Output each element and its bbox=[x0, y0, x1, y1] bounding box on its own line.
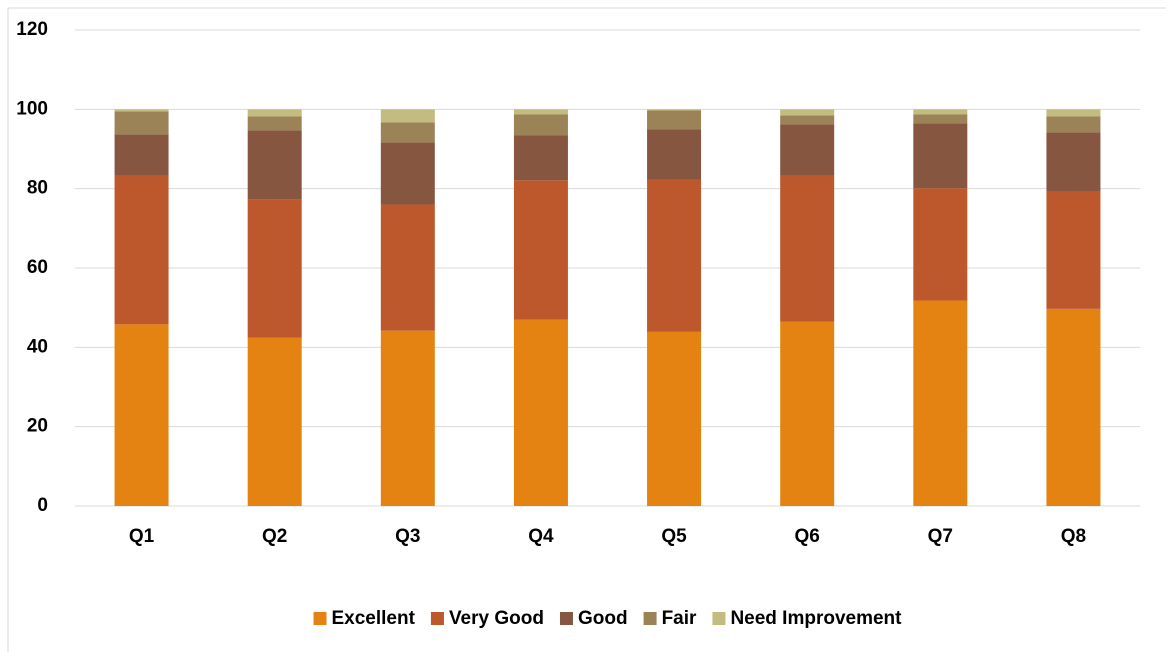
bar-segment bbox=[380, 109, 435, 123]
x-tick-label: Q3 bbox=[395, 526, 420, 547]
bar-segment bbox=[114, 324, 169, 506]
y-tick-label: 40 bbox=[27, 336, 48, 357]
bar-segment bbox=[780, 321, 835, 506]
y-tick-label: 20 bbox=[27, 416, 48, 437]
legend-swatch bbox=[712, 612, 726, 625]
bar-segment bbox=[380, 142, 435, 205]
bar-segment bbox=[913, 123, 968, 189]
legend-label: Fair bbox=[662, 608, 697, 629]
bar-segment bbox=[913, 114, 968, 124]
bar-segment bbox=[780, 109, 835, 116]
y-tick-label: 120 bbox=[16, 19, 48, 40]
bar-segment bbox=[513, 135, 568, 181]
y-tick-label: 80 bbox=[27, 178, 48, 199]
bar-segment bbox=[247, 116, 302, 131]
bar-segment bbox=[1046, 109, 1101, 117]
legend-swatch bbox=[643, 612, 657, 625]
bar-segment bbox=[913, 109, 968, 115]
bar-segment bbox=[247, 130, 302, 200]
bar-segment bbox=[780, 115, 835, 125]
x-tick-label: Q4 bbox=[528, 526, 554, 547]
bar-segment bbox=[647, 331, 702, 506]
x-tick-label: Q7 bbox=[928, 526, 953, 547]
bar-segment bbox=[780, 124, 835, 176]
x-tick-label: Q8 bbox=[1061, 526, 1086, 547]
bar-segment bbox=[380, 204, 435, 331]
legend-swatch bbox=[559, 612, 573, 625]
bar-segment bbox=[114, 134, 169, 176]
bar-segment bbox=[247, 337, 302, 506]
x-tick-label: Q2 bbox=[262, 526, 287, 547]
x-tick-label: Q6 bbox=[795, 526, 820, 547]
legend-label: Very Good bbox=[449, 608, 544, 629]
bar-segment bbox=[247, 199, 302, 338]
bar-segment bbox=[114, 175, 169, 325]
legend-label: Need Improvement bbox=[730, 608, 902, 629]
legend-swatch bbox=[430, 612, 444, 625]
bar-segment bbox=[647, 179, 702, 332]
bar-segment bbox=[513, 180, 568, 320]
bar-segment bbox=[380, 330, 435, 506]
bar-segment bbox=[513, 114, 568, 136]
x-tick-label: Q5 bbox=[661, 526, 687, 547]
legend-label: Excellent bbox=[332, 608, 416, 629]
bar-segment bbox=[114, 111, 169, 135]
bar-segment bbox=[114, 109, 169, 112]
x-tick-label: Q1 bbox=[129, 526, 155, 547]
y-tick-label: 0 bbox=[37, 495, 48, 516]
bar-segment bbox=[1046, 116, 1101, 133]
y-tick-label: 100 bbox=[16, 98, 48, 119]
bar-segment bbox=[247, 109, 302, 117]
bar-segment bbox=[1046, 308, 1101, 506]
bar-segment bbox=[647, 129, 702, 180]
bar-segment bbox=[780, 175, 835, 322]
bar-segment bbox=[647, 109, 702, 111]
bar-segment bbox=[1046, 191, 1101, 309]
bar-segment bbox=[913, 300, 968, 506]
bar-segment bbox=[913, 188, 968, 301]
bar-segment bbox=[647, 110, 702, 130]
y-tick-label: 60 bbox=[27, 257, 48, 278]
bar-segment bbox=[380, 122, 435, 143]
bar-segment bbox=[1046, 132, 1101, 192]
bar-segment bbox=[513, 109, 568, 115]
legend-label: Good bbox=[578, 608, 628, 629]
legend-swatch bbox=[313, 612, 327, 625]
bar-segment bbox=[513, 319, 568, 506]
